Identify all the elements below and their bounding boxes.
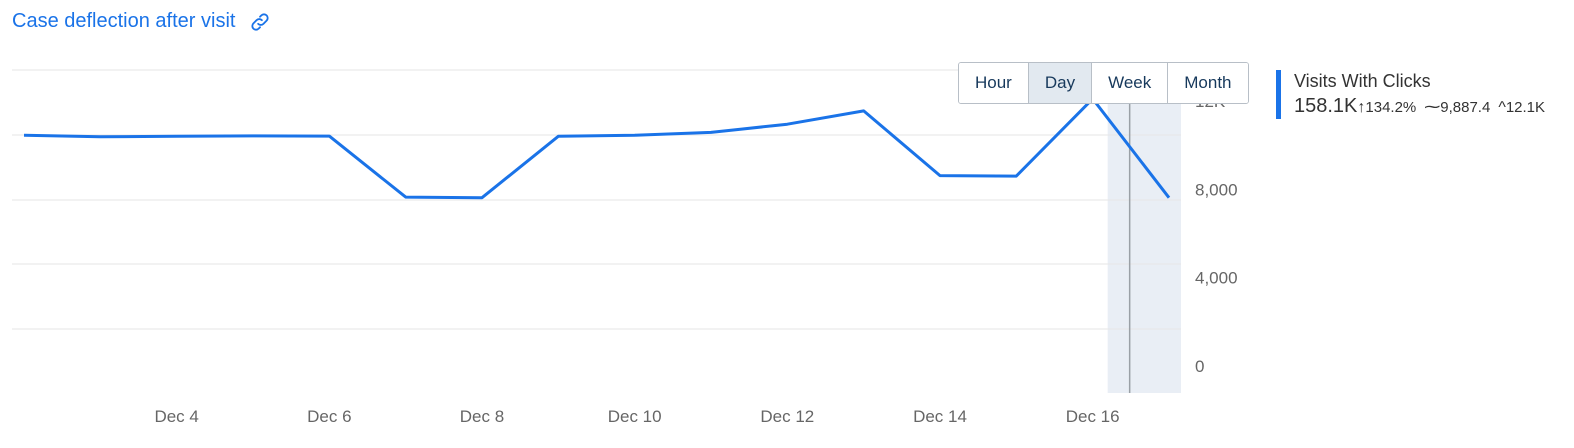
y-tick-label: 8,000 [1195,180,1238,199]
x-tick-label: Dec 14 [913,407,967,426]
up-arrow-icon: ↑ [1357,99,1366,117]
highlight-region [1107,70,1181,393]
series-legend[interactable]: Visits With Clicks 158.1K ↑ 134.2% ⁓ 9,8… [1276,70,1545,120]
x-tick-label: Dec 16 [1066,407,1120,426]
series-max: 12.1K [1505,99,1546,117]
y-tick-label: 0 [1195,357,1204,376]
link-icon[interactable] [249,11,271,33]
series-total: 158.1K [1294,95,1358,118]
week-button[interactable]: Week [1092,63,1169,103]
chart-title[interactable]: Case deflection after visit [12,10,236,32]
day-button[interactable]: Day [1028,63,1093,103]
x-tick-label: Dec 6 [307,407,351,426]
granularity-toggle: Hour Day Week Month [958,62,1249,104]
series-average: 9,887.4 [1440,99,1491,117]
average-icon: ⁓ [1424,99,1441,117]
x-tick-label: Dec 4 [154,407,198,426]
series-name: Visits With Clicks [1294,71,1431,91]
y-tick-label: 4,000 [1195,269,1238,288]
x-tick-label: Dec 8 [460,407,504,426]
series-change: 134.2% [1365,99,1417,117]
max-icon: ^ [1498,99,1506,117]
hour-button[interactable]: Hour [959,63,1029,103]
x-tick-label: Dec 12 [760,407,814,426]
chart-title-row: Case deflection after visit [12,10,271,33]
x-tick-label: Dec 10 [608,407,662,426]
series-line [23,97,1171,200]
series-stats: 158.1K ↑ 134.2% ⁓ 9,887.4 ^ 12.1K [1294,93,1545,119]
month-button[interactable]: Month [1168,63,1248,103]
